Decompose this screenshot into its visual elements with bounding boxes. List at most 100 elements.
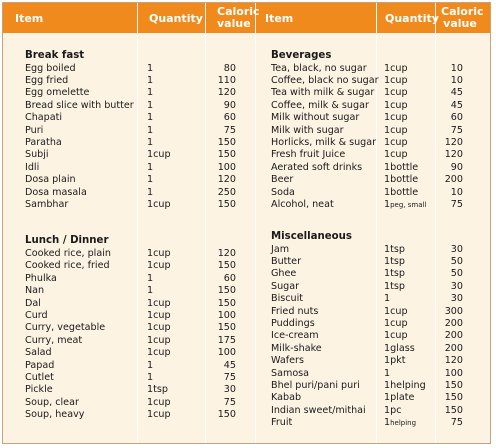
caloric-value: 150 <box>217 285 236 297</box>
table-row: Idli 1 100 <box>3 162 490 174</box>
food-item: Fried nuts <box>271 305 319 317</box>
food-item: Dosa plain <box>25 174 76 186</box>
food-item: Coffee, black no sugar <box>271 74 379 86</box>
caloric-value: 120 <box>217 87 236 99</box>
column-divider <box>435 3 436 443</box>
food-item: Milk-shake <box>271 342 322 354</box>
quantity: 1helping <box>384 379 426 391</box>
caloric-value: 200 <box>444 342 463 354</box>
caloric-value: 10 <box>450 62 463 74</box>
table-row: Fruit 1helping 75 <box>3 417 490 429</box>
quantity: 1cup <box>147 149 171 161</box>
header-caloric-left: Caloric value <box>217 5 260 30</box>
caloric-value: 120 <box>444 149 463 161</box>
quantity-number: 1 <box>384 417 391 429</box>
food-item: Salad <box>25 347 52 359</box>
caloric-value: 30 <box>450 280 463 292</box>
quantity: 1pc <box>384 404 402 416</box>
quantity: 1 <box>147 285 154 297</box>
quantity: 1 <box>147 62 154 74</box>
quantity: 1cup <box>384 99 408 111</box>
table-row: Curry, meat 1cup 175 <box>3 335 490 347</box>
table-row: Chapati 1 60 <box>3 112 490 124</box>
table-row: Beer 1bottle 200 <box>3 174 490 186</box>
table-row: Egg boiled 1 80 <box>3 63 490 75</box>
food-item: Paratha <box>25 136 62 148</box>
food-item: Tea with milk & sugar <box>271 87 375 99</box>
quantity: 1 <box>147 359 154 371</box>
table-row: Cooked rice, plain 1cup 120 <box>3 248 490 260</box>
table-row: Sambhar 1cup 150 <box>3 199 490 211</box>
quantity-number: 1 <box>384 198 391 210</box>
quantity: 1cup <box>384 136 408 148</box>
quantity: 1cup <box>147 310 171 321</box>
quantity: 1cup <box>384 305 408 317</box>
quantity: 1cup <box>147 297 171 309</box>
quantity: 1cup <box>147 248 171 259</box>
table-row: Soup, clear 1cup 75 <box>3 397 490 409</box>
table-row: Paratha 1 150 <box>3 137 490 149</box>
caloric-value: 100 <box>217 310 236 321</box>
caloric-value: 175 <box>217 334 236 346</box>
quantity: 1cup <box>147 396 171 408</box>
caloric-value: 50 <box>450 255 463 267</box>
food-item: Butter <box>271 255 302 267</box>
quantity: 1plate <box>384 392 415 404</box>
food-item: Cooked rice, plain <box>25 248 111 259</box>
caloric-value: 200 <box>444 317 463 329</box>
table-row: Soup, heavy 1cup 150 <box>3 409 490 421</box>
food-item: Beer <box>271 174 294 186</box>
quantity: 1cup <box>147 198 171 210</box>
quantity: 1 <box>147 372 154 383</box>
food-item: Horlicks, milk & sugar <box>271 136 377 148</box>
table-row: Samosa 1 100 <box>3 368 490 380</box>
quantity-unit: helping <box>390 419 417 428</box>
quantity: 1tsp <box>384 268 405 280</box>
quantity: 1bottle <box>384 186 419 198</box>
quantity: 1cup <box>147 322 171 334</box>
caloric-value: 150 <box>217 322 236 334</box>
food-item: Cooked rice, fried <box>25 260 110 272</box>
table-row: Fresh fruit Juice 1cup 120 <box>3 149 490 161</box>
caloric-value: 30 <box>450 243 463 255</box>
quantity: 1 <box>147 87 154 99</box>
quantity: 1 <box>147 272 154 284</box>
quantity: 1helping <box>384 417 416 429</box>
food-item: Cutlet <box>25 372 54 383</box>
food-item: Sugar <box>271 280 300 292</box>
food-item: Jam <box>271 243 290 255</box>
header-caloric-right: Caloric value <box>441 5 484 30</box>
table-row: Dosa masala 1 250 <box>3 187 490 199</box>
food-item: Soup, clear <box>25 396 79 408</box>
quantity: 1pkt <box>384 355 406 367</box>
quantity: 1 <box>384 293 391 305</box>
food-item: Curd <box>25 310 48 321</box>
caloric-value: 150 <box>217 409 236 421</box>
caloric-value: 200 <box>444 174 463 186</box>
food-item: Ice-cream <box>271 330 319 342</box>
caloric-value: 150 <box>217 198 236 210</box>
table-row: Pickle 1tsp 30 <box>3 384 490 396</box>
food-item: Soda <box>271 186 295 198</box>
quantity: 1cup <box>147 347 171 359</box>
quantity: 1cup <box>384 124 408 136</box>
caloric-value: 120 <box>217 174 236 186</box>
caloric-value: 250 <box>217 186 236 198</box>
table-row: Egg fried 1 110 <box>3 75 490 87</box>
food-item: Phulka <box>25 272 57 284</box>
caloric-value: 60 <box>223 112 236 124</box>
caloric-value: 75 <box>223 396 236 408</box>
breakfast-title: Break fast <box>25 50 85 61</box>
quantity: 1peg, small <box>384 199 426 211</box>
table-row: Biscuit 1 30 <box>3 293 490 305</box>
table-row: Papad 1 45 <box>3 360 490 372</box>
caloric-value: 150 <box>444 392 463 404</box>
food-item: Soup, heavy <box>25 409 85 421</box>
header-item-left: Item <box>15 12 44 25</box>
quantity: 1cup <box>147 260 171 272</box>
caloric-value: 120 <box>217 248 236 259</box>
quantity: 1 <box>384 367 391 379</box>
quantity: 1 <box>147 99 154 111</box>
food-item: Kabab <box>271 392 302 404</box>
caloric-value: 30 <box>450 293 463 305</box>
